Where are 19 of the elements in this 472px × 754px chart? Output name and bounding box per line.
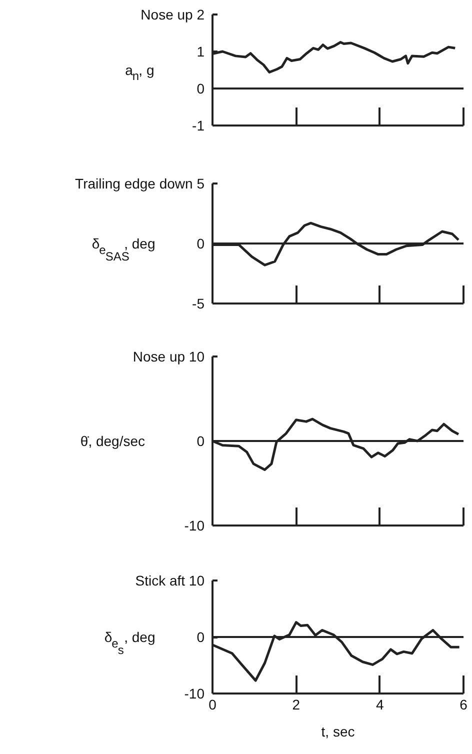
x-axis-title: t, sec	[321, 724, 355, 740]
y-tick-label: Nose up 2	[140, 6, 205, 22]
y-tick-label: -1	[192, 118, 205, 134]
x-tick-label: 6	[460, 696, 468, 712]
y-axis-title: θ̇, deg/sec	[80, 433, 146, 449]
y-tick-label: 1	[196, 44, 205, 60]
y-tick-label: 0	[196, 236, 205, 252]
y-tick-label: Trailing edge down 5	[75, 176, 205, 192]
y-tick-label: Nose up 10	[132, 348, 205, 364]
y-tick-label: 0	[196, 80, 205, 96]
y-tick-label: -5	[192, 296, 205, 312]
y-tick-label: 0	[196, 433, 205, 449]
y-tick-label: Stick aft 10	[135, 572, 205, 588]
x-tick-label: 0	[208, 696, 217, 712]
y-tick-label: 0	[196, 629, 205, 645]
y-tick-label: -10	[184, 686, 205, 702]
y-tick-label: -10	[184, 518, 205, 534]
x-tick-label: 2	[292, 696, 300, 712]
x-tick-label: 4	[376, 696, 384, 712]
